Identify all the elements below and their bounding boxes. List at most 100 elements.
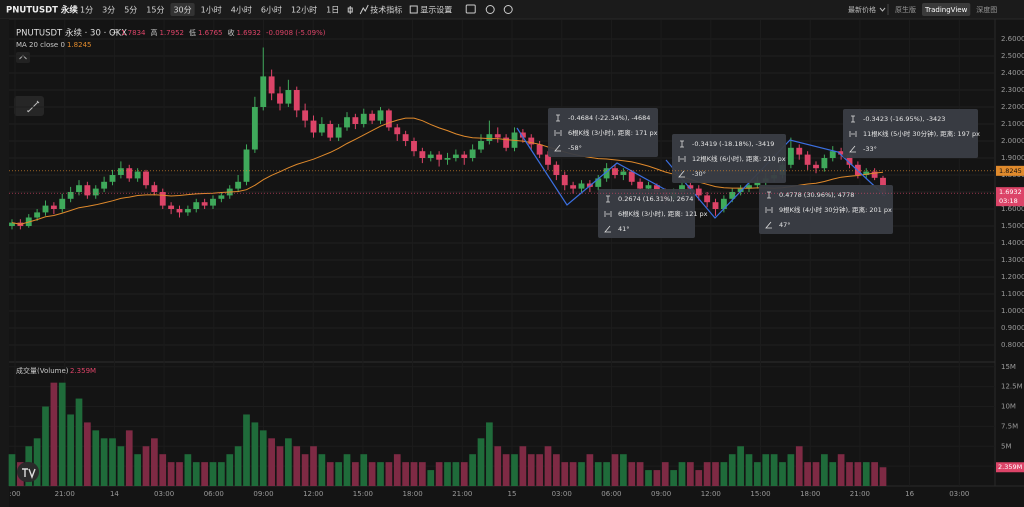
candle-body xyxy=(385,110,392,128)
symbol-title: PNUTUSDT 永续 · 30 · OKX xyxy=(16,28,127,39)
volume-bar xyxy=(569,462,577,486)
volume-bar xyxy=(754,462,761,486)
measure-text: 12根K线 (6小时), 距离: 210 px xyxy=(692,154,786,163)
volume-bar xyxy=(779,462,786,486)
volume-bar xyxy=(151,438,158,486)
candle-body xyxy=(143,171,149,186)
indicators-button[interactable]: 技术指标 xyxy=(370,5,402,15)
volume-bar xyxy=(494,446,502,486)
candle-body xyxy=(720,198,727,209)
candle-body xyxy=(318,124,325,133)
measure-text: -0.3419 (-18.18%), -3419 xyxy=(692,140,774,148)
volume-bar xyxy=(402,462,409,486)
candle-body xyxy=(695,188,702,196)
ohlc-label: 高 xyxy=(151,28,158,37)
time-label: 09:00 xyxy=(651,490,671,498)
ma-line xyxy=(11,117,884,225)
candle-body xyxy=(787,147,794,165)
candle-body xyxy=(503,137,510,148)
countdown: 03:18 xyxy=(999,197,1018,205)
candle-body xyxy=(193,202,200,209)
volume-bar xyxy=(653,470,661,486)
price-tick-label: 1.5000 xyxy=(1001,222,1024,230)
volume-bar xyxy=(226,454,234,486)
candle-type-icon xyxy=(347,6,353,14)
volume-bar xyxy=(519,446,527,486)
interval-button[interactable]: 4小时 xyxy=(231,5,252,15)
last-price-tag xyxy=(996,187,1024,207)
measure-text: 47° xyxy=(779,221,791,229)
measure-text: 0.4778 (30.96%), 4778 xyxy=(779,191,854,199)
interval-button[interactable]: 1分 xyxy=(80,6,93,15)
volume-bar xyxy=(385,462,393,486)
volume-bar xyxy=(301,454,309,486)
volume-bar xyxy=(125,430,133,486)
candle-body xyxy=(117,168,124,175)
ma-label: MA 20 close 0 xyxy=(16,41,65,49)
measure-text: -0.3423 (-16.95%), -3423 xyxy=(863,115,945,123)
candle-body xyxy=(478,141,484,150)
interval-button[interactable]: 12小时 xyxy=(291,5,317,15)
view-tab[interactable]: 原生版 xyxy=(895,5,916,14)
symbol: PNUTUSDT 永续 xyxy=(6,5,78,16)
volume-bar xyxy=(787,454,795,486)
display-button[interactable]: 显示设置 xyxy=(420,5,452,15)
volume-bar xyxy=(586,454,594,486)
measure-icon xyxy=(606,195,610,203)
interval-button[interactable]: 30分 xyxy=(173,6,191,15)
interval-button[interactable]: 6小时 xyxy=(261,5,282,15)
time-label: 06:00 xyxy=(601,490,621,498)
candle-body xyxy=(243,149,250,182)
time-label: 21:00 xyxy=(850,490,870,498)
interval-button[interactable]: 3分 xyxy=(102,6,115,15)
drawing-tool-button[interactable] xyxy=(14,96,44,116)
volume-bar xyxy=(460,462,468,486)
measure-boxes: -0.4684 (-22.34%), -4684 6根K线 (3小时), 距离: … xyxy=(548,108,980,238)
price-tick-label: 0.9000 xyxy=(1001,324,1024,332)
volume-bar xyxy=(343,454,351,486)
volume-bar xyxy=(84,422,91,486)
view-tab[interactable]: 深度图 xyxy=(976,5,997,14)
candle-body xyxy=(687,185,694,189)
view-tab[interactable]: TradingView xyxy=(924,6,968,14)
volume-bars xyxy=(8,382,887,486)
interval-button[interactable]: 1小时 xyxy=(201,5,222,15)
settings-icon[interactable] xyxy=(485,5,495,14)
candle-body xyxy=(377,110,384,121)
interval-button[interactable]: 5分 xyxy=(124,6,137,15)
volume-bar xyxy=(360,454,368,486)
volume-bar xyxy=(192,462,200,486)
volume-bar xyxy=(770,454,778,486)
time-label: 21:00 xyxy=(452,490,472,498)
candle-body xyxy=(486,134,493,141)
volume-bar xyxy=(92,430,100,486)
volume-bar xyxy=(678,462,686,486)
candle-body xyxy=(201,202,208,206)
fullscreen-icon[interactable] xyxy=(503,5,513,14)
price-tick-label: 2.5000 xyxy=(1001,52,1024,60)
price-type-select[interactable]: 最新价格 xyxy=(848,5,876,14)
measure-line xyxy=(516,127,667,206)
candle-body xyxy=(50,205,57,209)
candle-body xyxy=(277,93,283,104)
measure-icon xyxy=(851,115,855,123)
volume-bar xyxy=(871,462,878,486)
volume-tag-text: 2.359M xyxy=(998,463,1022,471)
camera-icon[interactable] xyxy=(465,4,476,14)
collapse-button[interactable] xyxy=(16,52,30,63)
measure-icon xyxy=(765,221,772,229)
interval-button[interactable]: 15分 xyxy=(146,6,164,15)
volume-bar xyxy=(703,462,711,486)
candle-body xyxy=(519,132,526,138)
ma-price-tag xyxy=(996,165,1024,176)
candle-body xyxy=(210,198,216,206)
measure-text: 0.2674 (16.31%), 2674 xyxy=(618,195,693,203)
interval-button[interactable]: 1日 xyxy=(326,6,339,15)
volume-tag xyxy=(996,462,1024,473)
tv-logo[interactable] xyxy=(17,462,39,482)
candle-body xyxy=(846,154,853,165)
candle-body xyxy=(76,185,82,192)
volume-bar xyxy=(486,422,493,486)
candle-body xyxy=(536,144,543,155)
candle-body xyxy=(168,205,175,209)
